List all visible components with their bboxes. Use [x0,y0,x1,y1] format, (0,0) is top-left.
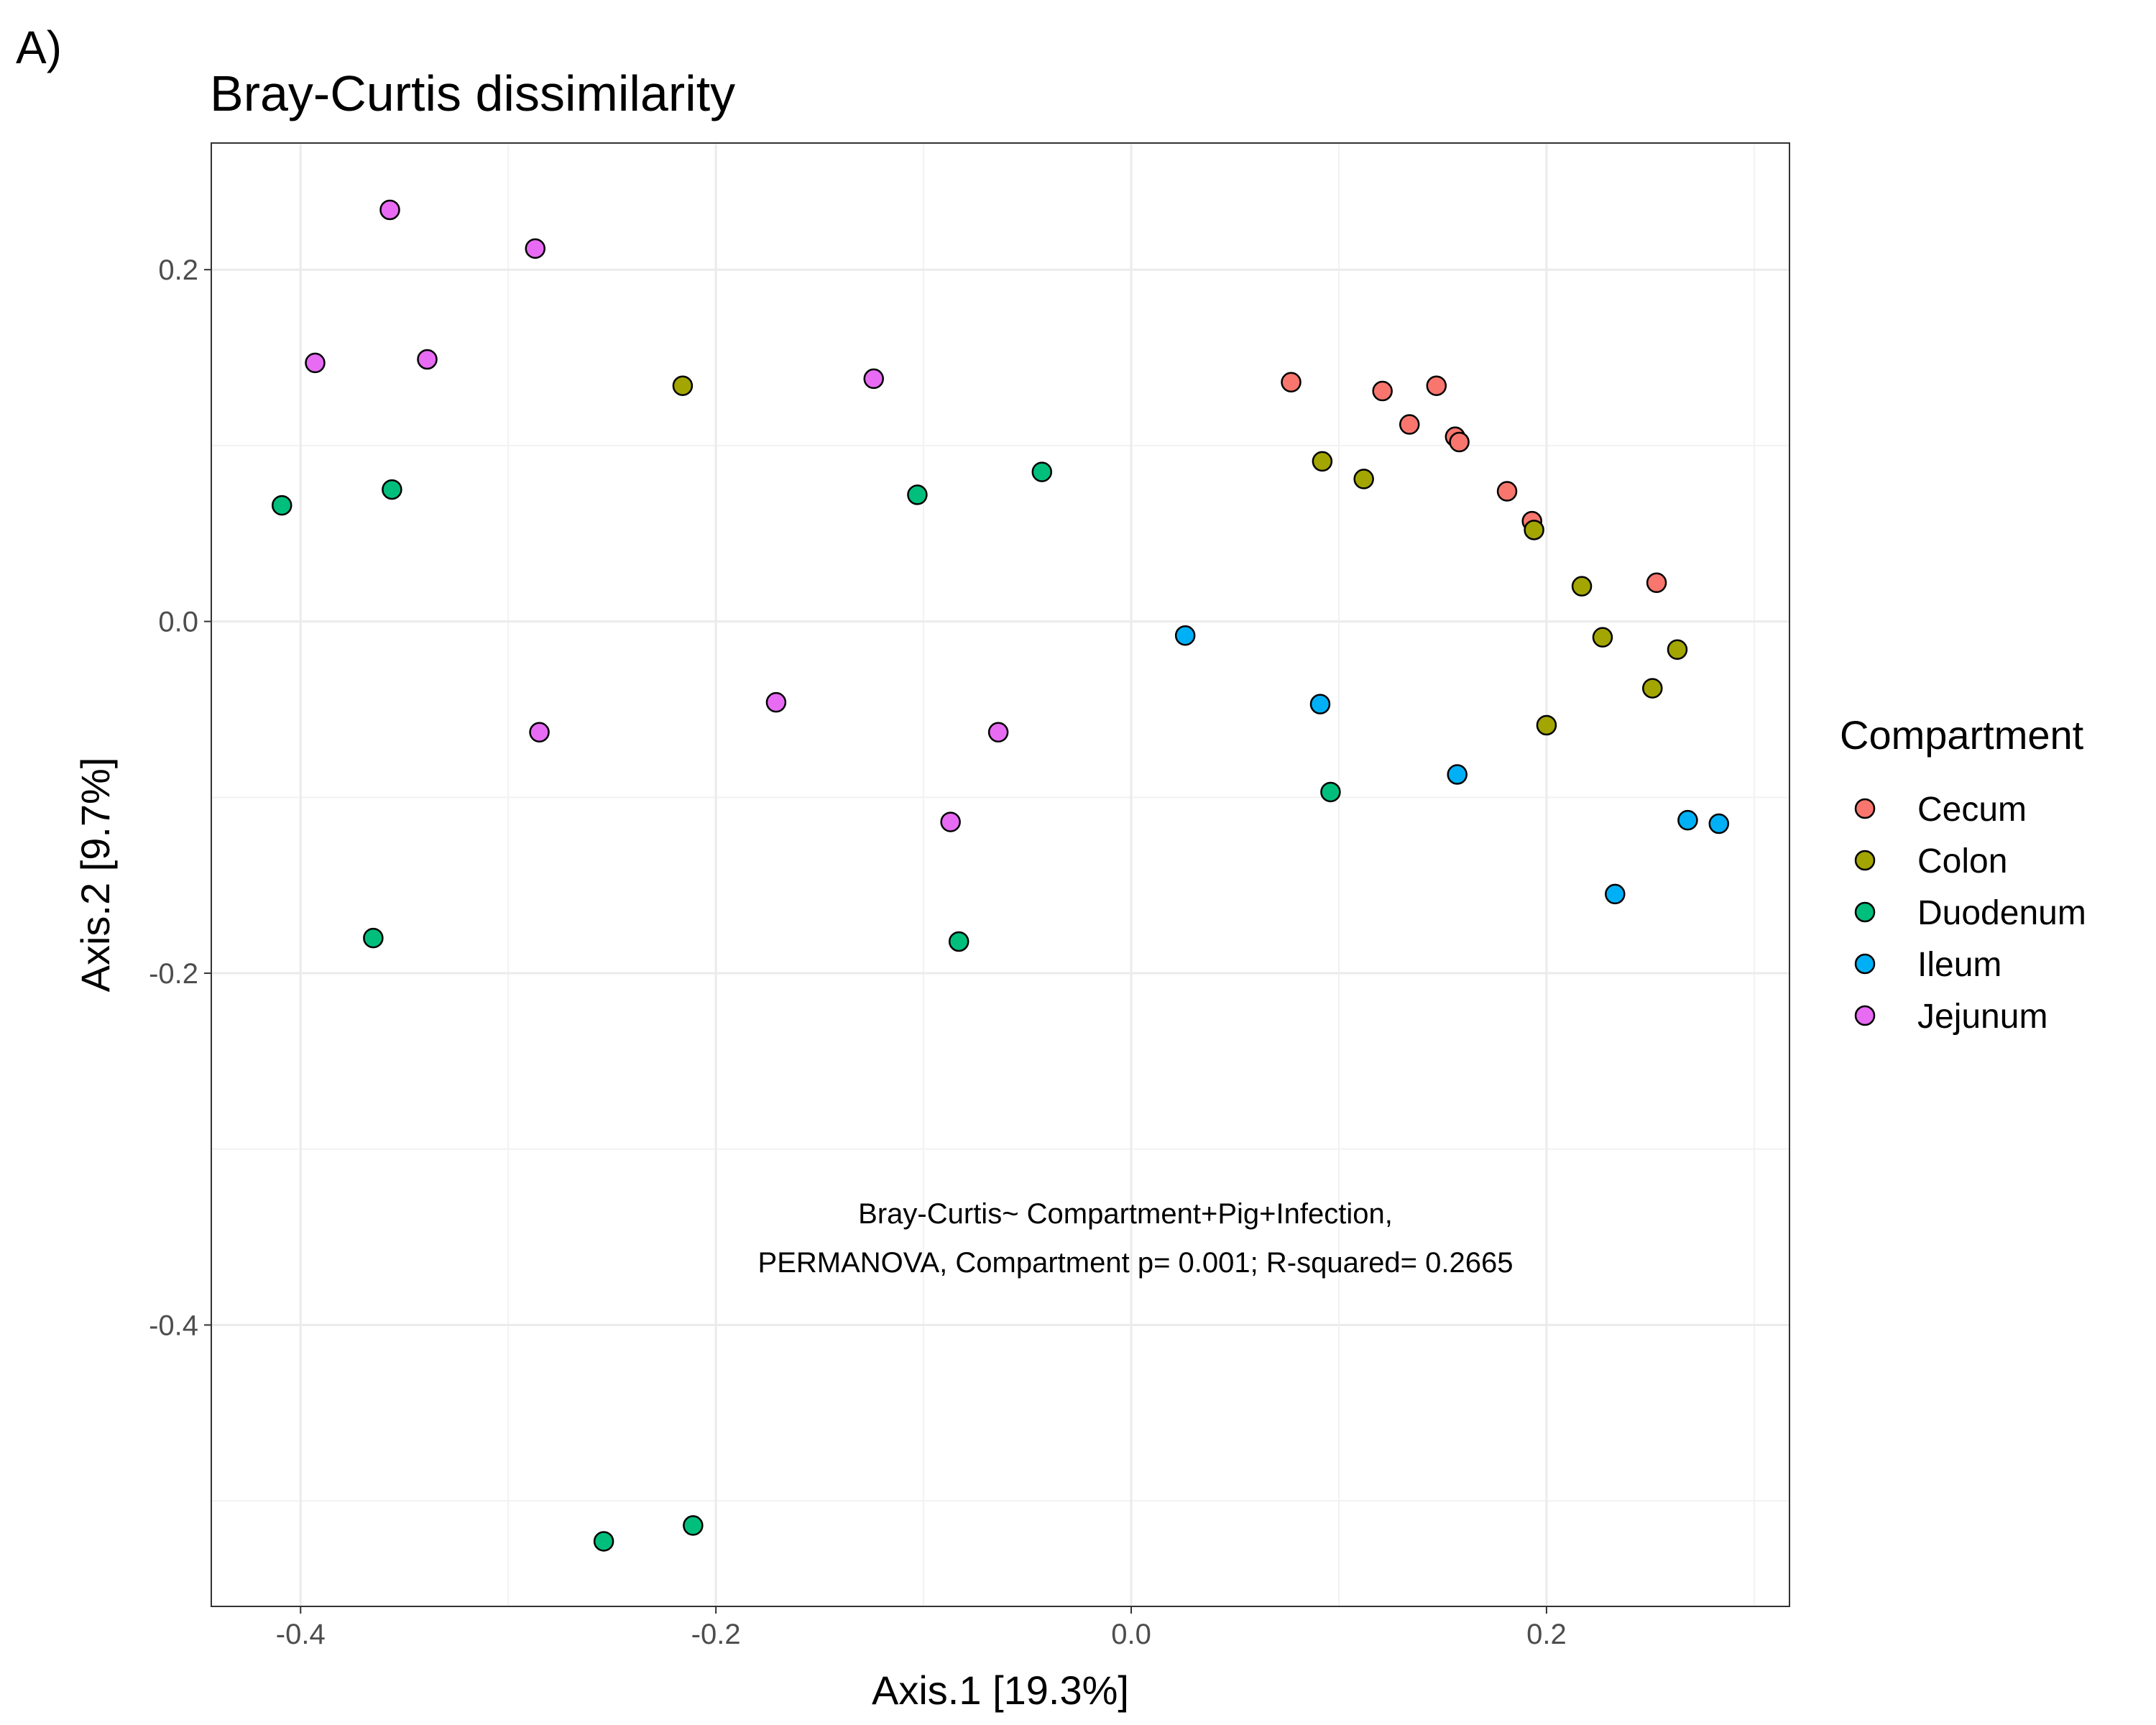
legend-key-jejunum [1854,1005,1876,1026]
data-point-ileum [1677,809,1698,831]
series-ileum [1174,625,1730,905]
data-point-jejunum [765,691,787,713]
data-point-colon [1642,678,1663,699]
legend-label-jejunum: Jejunum [1917,998,2047,1036]
data-point-ileum [1174,625,1196,646]
grid-lines [211,143,1789,1606]
data-point-ileum [1605,883,1626,905]
data-point-jejunum [379,199,400,221]
data-point-duodenum [907,484,928,505]
data-point-jejunum [525,238,546,259]
data-point-cecum [1449,431,1470,453]
plot-panel-background [211,143,1789,1606]
data-point-jejunum [529,722,550,743]
legend-label-colon: Colon [1917,842,2007,880]
data-point-jejunum [987,722,1009,743]
x-tick-label: -0.2 [691,1619,741,1650]
data-point-duodenum [363,927,384,949]
data-point-cecum [1372,380,1393,402]
legend-key-duodenum [1854,901,1876,923]
data-point-colon [1667,639,1688,661]
annotation-line-2: PERMANOVA, Compartment p= 0.001; R-squar… [758,1247,1514,1279]
data-point-duodenum [683,1515,704,1536]
data-points [271,199,1730,1552]
x-axis-ticks: -0.4 -0.2 0.0 0.2 [276,1606,1567,1650]
data-point-colon [1353,469,1374,489]
data-point-cecum [1646,572,1667,594]
series-duodenum [271,461,1341,1552]
y-axis-title: Axis.2 [9.7%] [73,758,118,993]
data-point-ileum [1447,764,1468,785]
legend-key-colon [1854,850,1876,871]
data-point-cecum [1426,375,1447,396]
data-point-cecum [1496,481,1518,502]
data-point-cecum [1281,372,1302,393]
data-point-colon [1524,520,1544,540]
x-tick-label: -0.4 [276,1619,326,1650]
data-point-colon [1312,451,1333,472]
y-axis-ticks: 0.2 0.0 -0.2 -0.4 [149,254,211,1341]
data-point-jejunum [417,349,438,370]
x-axis-title: Axis.1 [19.3%] [872,1668,1129,1713]
data-point-duodenum [1031,461,1053,482]
y-tick-label: 0.0 [158,607,198,638]
y-tick-label: -0.4 [149,1310,198,1341]
data-point-duodenum [948,931,969,952]
annotation-line-1: Bray-Curtis~ Compartment+Pig+Infection, [858,1198,1393,1230]
legend-key-cecum [1854,798,1876,819]
legend: Compartment Cecum Colon Duodenum Ileum Jejun… [1840,712,2086,1036]
data-point-colon [1592,627,1613,648]
data-point-duodenum [593,1531,614,1552]
series-cecum [1281,372,1667,594]
data-point-duodenum [1320,781,1341,803]
data-point-colon [672,375,694,396]
legend-label-cecum: Cecum [1917,791,2027,829]
series-colon [672,375,1688,736]
chart-title: Bray-Curtis dissimilarity [210,65,735,121]
series-jejunum [305,199,1009,832]
panel-label: A) [16,22,62,73]
data-point-ileum [1708,813,1730,834]
x-tick-label: 0.2 [1526,1619,1567,1650]
y-tick-label: 0.2 [158,254,198,286]
y-tick-label: -0.2 [149,958,198,990]
legend-label-duodenum: Duodenum [1917,894,2086,932]
data-point-jejunum [305,352,326,374]
legend-key-ileum [1854,953,1876,975]
data-point-jejunum [863,368,884,390]
data-point-colon [1536,714,1557,736]
x-tick-label: 0.0 [1111,1619,1151,1650]
data-point-cecum [1399,414,1420,435]
plot-panel-border [211,142,1790,1607]
data-point-ileum [1309,694,1331,714]
legend-items: Cecum Colon Duodenum Ileum Jejunum [1854,791,2086,1036]
data-point-colon [1571,576,1593,597]
data-point-duodenum [382,479,402,500]
data-point-duodenum [271,494,292,516]
data-point-jejunum [940,811,961,832]
legend-title: Compartment [1840,712,2084,758]
legend-label-ileum: Ileum [1917,946,2001,984]
